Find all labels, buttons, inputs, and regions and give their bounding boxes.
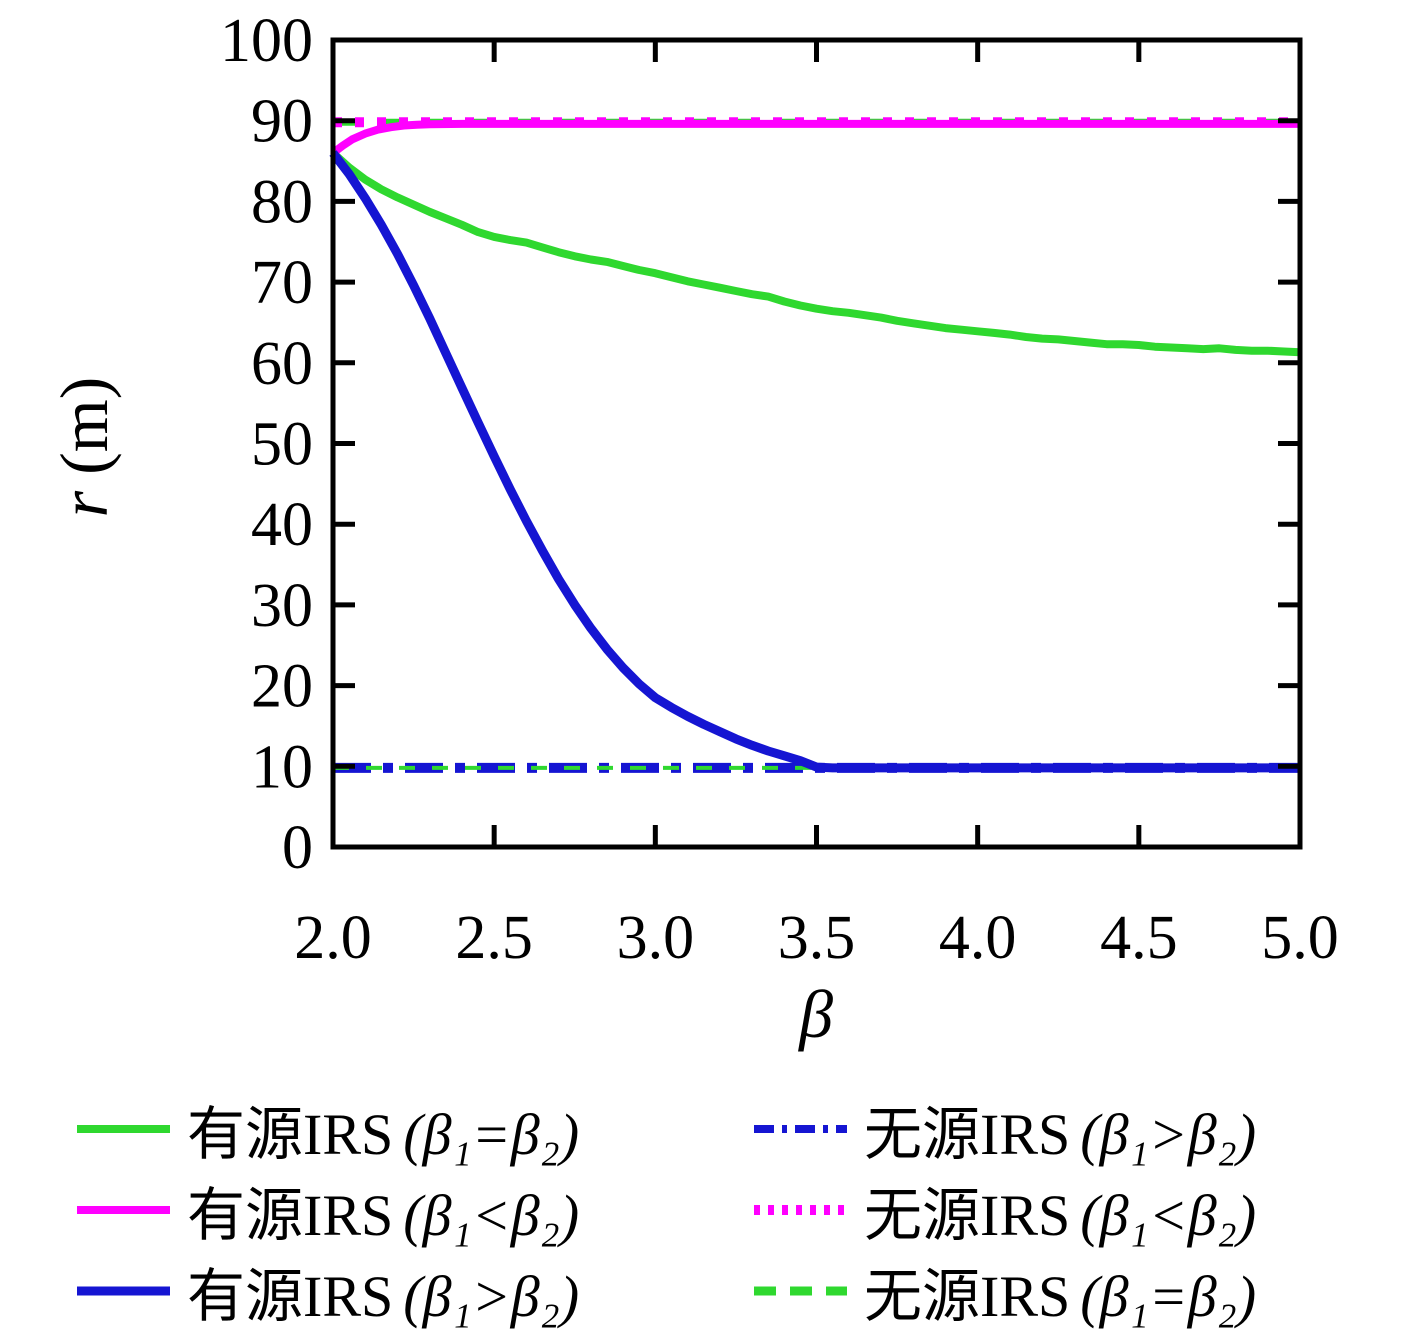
- legend-label: 无源IRS (β₁<β₂): [864, 1182, 1257, 1248]
- x-tick-label: 2.0: [294, 904, 372, 972]
- x-tick-label: 5.0: [1261, 904, 1339, 972]
- y-tick-label: 70: [251, 249, 313, 317]
- legend-line-green-solid: [77, 1124, 170, 1133]
- legend-item-active-gt: 有源IRS (β₁>β₂): [75, 1250, 579, 1331]
- x-tick-label: 2.5: [455, 904, 533, 972]
- y-tick-label: 40: [251, 491, 313, 559]
- y-tick-label: 90: [251, 88, 313, 156]
- y-tick-label: 30: [251, 572, 313, 640]
- legend-item-active-lt: 有源IRS (β₁<β₂): [75, 1169, 579, 1250]
- legend-item-passive-eq: 无源IRS (β₁=β₂): [752, 1250, 1256, 1331]
- y-tick-label: 80: [251, 168, 313, 236]
- legend-label: 有源IRS (β₁<β₂): [187, 1182, 580, 1248]
- series-line-active_eq: [330, 150, 1301, 357]
- legend-column-left: 有源IRS (β₁=β₂) 有源IRS (β₁<β₂) 有源IRS (β₁>β₂): [75, 1088, 579, 1331]
- y-tick-label: 100: [220, 7, 313, 75]
- y-tick-label: 20: [251, 653, 313, 721]
- legend-label: 有源IRS (β₁=β₂): [187, 1101, 580, 1167]
- series-line-active_gt: [329, 150, 1300, 773]
- x-tick-label: 4.0: [939, 904, 1017, 972]
- legend-label: 无源IRS (β₁=β₂): [864, 1263, 1257, 1329]
- x-axis-label: β: [799, 976, 833, 1052]
- legend-line-magenta-dotted: [754, 1204, 847, 1215]
- y-tick-label: 60: [251, 330, 313, 398]
- legend-line-blue-solid: [77, 1286, 170, 1295]
- legend-line-magenta-solid: [77, 1205, 170, 1214]
- legend-line-green-dashed: [754, 1286, 847, 1295]
- y-tick-label: 50: [251, 411, 313, 479]
- series-line-active_lt: [330, 119, 1300, 157]
- legend-label: 有源IRS (β₁>β₂): [187, 1263, 580, 1329]
- legend-label: 无源IRS (β₁>β₂): [864, 1101, 1257, 1167]
- chart-canvas: 2.0 2.5 3.0 3.5 4.0 4.5 5.0 0 10 20 30 40 50 60 70 80 90…: [220, 7, 1339, 972]
- plot-frame: [330, 37, 1303, 850]
- y-axis-label: r (m): [42, 297, 126, 597]
- y-tick-label: 10: [251, 733, 313, 801]
- y-axis-unit: (m): [46, 376, 122, 475]
- legend-item-passive-lt: 无源IRS (β₁<β₂): [752, 1169, 1256, 1250]
- legend-column-right: 无源IRS (β₁>β₂) 无源IRS (β₁<β₂) 无源IRS (β₁=β₂): [752, 1088, 1256, 1331]
- y-axis-variable: r: [46, 490, 122, 518]
- legend-line-blue-dashdot: [754, 1124, 847, 1133]
- x-tick-label: 3.5: [778, 904, 856, 972]
- legend-item-passive-gt: 无源IRS (β₁>β₂): [752, 1088, 1256, 1169]
- legend-item-active-eq: 有源IRS (β₁=β₂): [75, 1088, 579, 1169]
- x-tick-label: 4.5: [1100, 904, 1178, 972]
- x-tick-label: 3.0: [617, 904, 695, 972]
- y-tick-label: 0: [282, 814, 313, 882]
